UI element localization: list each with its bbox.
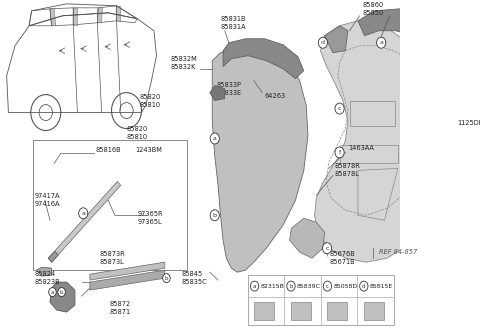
Polygon shape: [358, 9, 437, 41]
Text: 97417A
97416A: 97417A 97416A: [35, 193, 60, 207]
Circle shape: [335, 147, 344, 158]
Circle shape: [323, 243, 332, 254]
Circle shape: [48, 288, 56, 297]
Polygon shape: [210, 86, 225, 101]
Circle shape: [210, 210, 219, 221]
Text: 85815E: 85815E: [370, 284, 393, 289]
Text: 1463AA: 1463AA: [348, 145, 374, 152]
Circle shape: [79, 208, 88, 219]
Circle shape: [360, 281, 368, 291]
Polygon shape: [36, 267, 52, 276]
Circle shape: [163, 274, 170, 283]
Circle shape: [318, 37, 327, 48]
Circle shape: [335, 103, 344, 114]
Bar: [248, 275, 394, 325]
Text: 85058D: 85058D: [333, 284, 358, 289]
Bar: [327, 302, 347, 320]
Text: 64263: 64263: [264, 92, 286, 99]
Polygon shape: [48, 181, 120, 262]
Text: b: b: [289, 284, 293, 289]
Text: b: b: [60, 290, 63, 295]
Bar: [339, 146, 398, 163]
Text: 85676B
85671B: 85676B 85671B: [330, 251, 355, 265]
Circle shape: [442, 118, 449, 127]
Text: b: b: [165, 276, 168, 281]
Text: 85873R
85873L: 85873R 85873L: [100, 251, 126, 265]
Polygon shape: [90, 270, 165, 290]
Text: 85816B: 85816B: [96, 148, 121, 154]
Text: 85824
85823B: 85824 85823B: [35, 271, 60, 285]
Text: 1243BM: 1243BM: [135, 148, 162, 154]
Text: a: a: [379, 40, 383, 45]
Text: a: a: [213, 136, 216, 141]
Polygon shape: [212, 43, 308, 272]
Text: d: d: [362, 284, 366, 289]
Bar: [291, 302, 311, 320]
Text: f: f: [338, 150, 341, 155]
Text: 85820
85810: 85820 85810: [140, 93, 161, 108]
Polygon shape: [324, 26, 348, 53]
Text: 82315B: 82315B: [261, 284, 284, 289]
Text: 85820
85810: 85820 85810: [127, 127, 148, 140]
Text: 85860
85850: 85860 85850: [362, 2, 384, 16]
Text: a: a: [253, 284, 256, 289]
Polygon shape: [314, 21, 448, 262]
Text: 85845
85835C: 85845 85835C: [181, 271, 207, 285]
Text: 85831B
85831A: 85831B 85831A: [220, 16, 246, 30]
Text: 85832M
85832K: 85832M 85832K: [170, 56, 197, 70]
Text: b: b: [213, 213, 217, 218]
Text: 1125DB: 1125DB: [458, 119, 480, 126]
Text: c: c: [326, 284, 329, 289]
Polygon shape: [289, 218, 324, 258]
Polygon shape: [73, 8, 77, 25]
Polygon shape: [97, 8, 102, 23]
Polygon shape: [48, 251, 58, 262]
Text: REF 84-857: REF 84-857: [379, 249, 417, 255]
Text: d: d: [321, 40, 325, 45]
Circle shape: [287, 281, 295, 291]
Text: 85878R
85878L: 85878R 85878L: [335, 163, 360, 177]
Circle shape: [58, 288, 65, 297]
Text: 85872
85871: 85872 85871: [110, 301, 131, 315]
Polygon shape: [223, 39, 304, 79]
Text: 85833P
85833E: 85833P 85833E: [216, 82, 241, 96]
Text: c: c: [338, 106, 341, 111]
Bar: [254, 302, 275, 320]
Bar: [364, 302, 384, 320]
Text: a: a: [51, 290, 54, 295]
Circle shape: [377, 37, 386, 48]
Polygon shape: [117, 6, 120, 22]
Text: c: c: [325, 246, 329, 251]
Polygon shape: [90, 262, 165, 280]
Polygon shape: [50, 9, 56, 26]
Bar: [349, 101, 396, 126]
Circle shape: [251, 281, 259, 291]
Circle shape: [323, 281, 332, 291]
Polygon shape: [50, 282, 75, 312]
Text: a: a: [81, 211, 85, 216]
Text: 85839C: 85839C: [297, 284, 321, 289]
Text: 97365R
97365L: 97365R 97365L: [137, 211, 163, 225]
Circle shape: [210, 133, 219, 144]
